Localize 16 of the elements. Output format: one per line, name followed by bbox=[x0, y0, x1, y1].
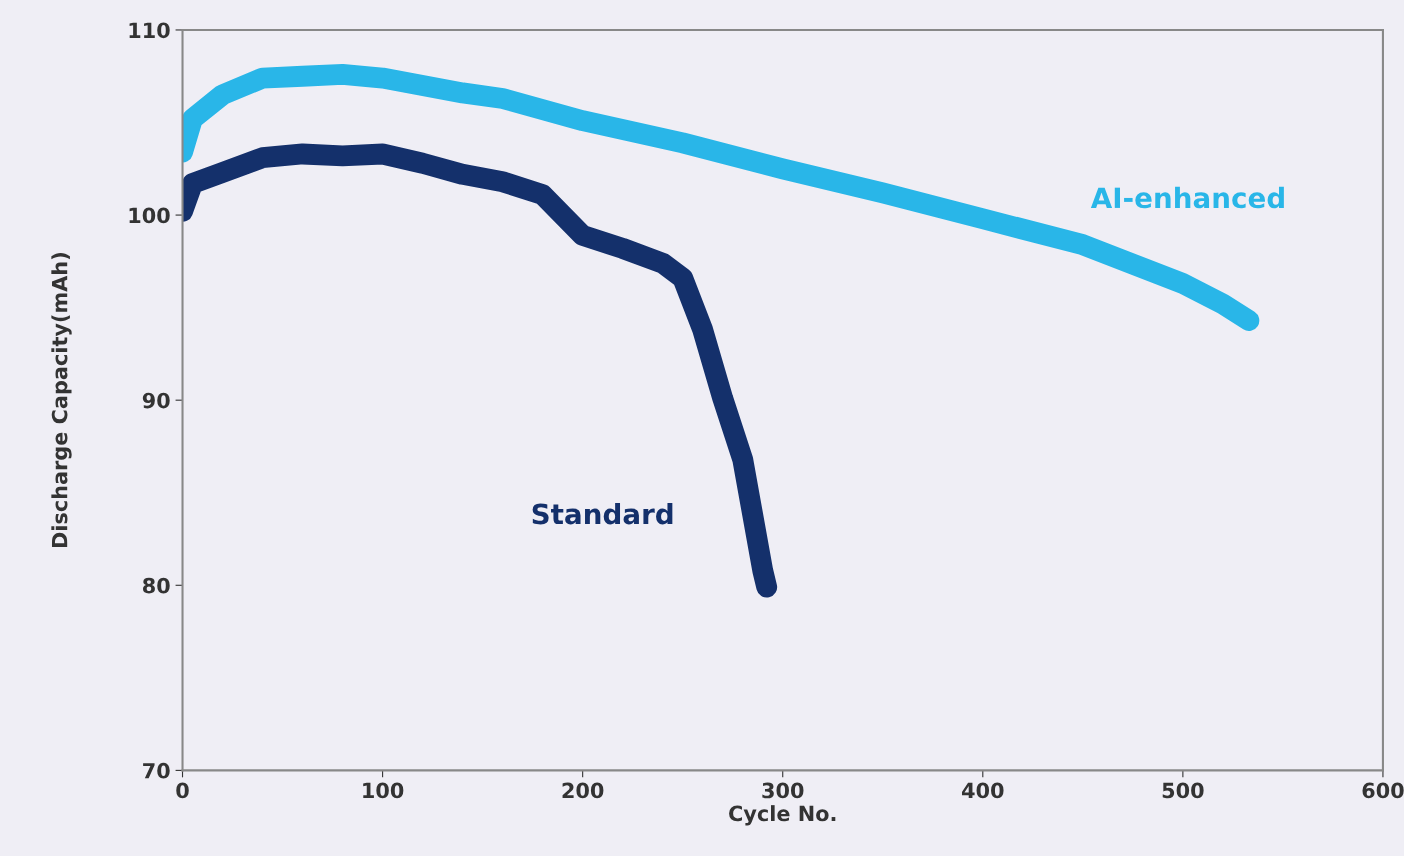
y-tick-label: 100 bbox=[129, 207, 170, 224]
y-tick-label: 80 bbox=[143, 577, 170, 594]
x-tick-label: 400 bbox=[961, 782, 1004, 799]
x-tick-label: 500 bbox=[1162, 782, 1204, 799]
x-axis-title: Cycle No. bbox=[729, 805, 836, 826]
y-tick-label: 70 bbox=[143, 762, 170, 779]
x-tick-label: 600 bbox=[1362, 782, 1404, 799]
y-axis-title: Discharge Capacity(mAh) bbox=[51, 253, 72, 548]
x-tick-label: 200 bbox=[562, 782, 604, 799]
series-label: AI-enhanced bbox=[1090, 186, 1284, 209]
x-tick-label: 300 bbox=[762, 782, 804, 799]
x-tick-label: 100 bbox=[363, 782, 404, 799]
y-tick-label: 90 bbox=[142, 392, 170, 409]
x-tick-label: 0 bbox=[176, 782, 189, 799]
y-tick-label: 110 bbox=[129, 22, 170, 39]
text: Standard bbox=[532, 502, 673, 525]
